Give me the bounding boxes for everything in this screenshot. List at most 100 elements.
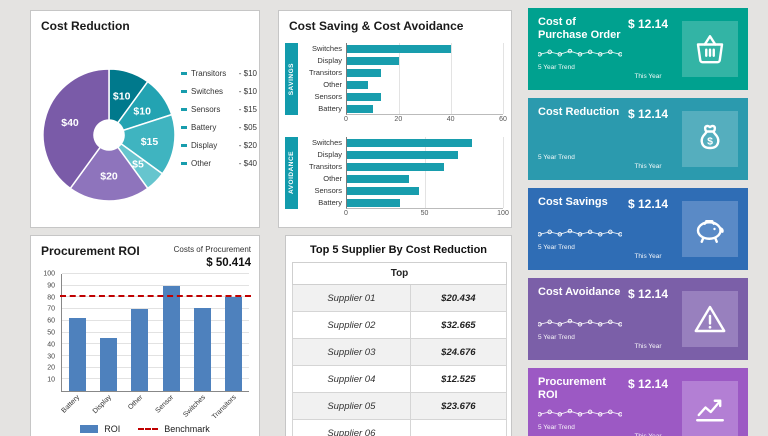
supplier-name: Supplier 02 bbox=[292, 311, 411, 339]
year-label: This Year bbox=[634, 163, 662, 170]
gridline bbox=[425, 137, 426, 208]
roi-bar-transitors[interactable] bbox=[224, 297, 242, 391]
supplier-row-supplier-05[interactable]: Supplier 05 $23.676 bbox=[292, 392, 508, 420]
gridline bbox=[62, 284, 249, 286]
trend-sparkline bbox=[538, 228, 622, 237]
legend-label: Transitors bbox=[191, 69, 227, 78]
kpi-amount: $ 12.14 bbox=[627, 197, 669, 211]
savings-bar-display[interactable] bbox=[347, 57, 399, 65]
roi-bar-other[interactable] bbox=[131, 309, 149, 391]
roi-bar-sensor[interactable] bbox=[162, 285, 180, 391]
cost-of-procurement-amount: $ 50.414 bbox=[206, 257, 251, 269]
savings-bar-sensors[interactable] bbox=[347, 93, 381, 101]
legend-bullet-icon bbox=[181, 126, 187, 129]
legend-item-switches: Switches - $10 bbox=[181, 87, 257, 96]
savings-x-axis: 0 20 40 60 bbox=[344, 115, 507, 126]
kpi-card-procurement-roi[interactable]: Procurement ROI 5 Year Trend $ 12.14 This Y… bbox=[528, 368, 748, 436]
trend-label: 5 Year Trend bbox=[538, 244, 575, 251]
supplier-row-supplier-04[interactable]: Supplier 04 $12.525 bbox=[292, 365, 508, 393]
y-axis-tick: 50 bbox=[47, 329, 55, 337]
gridline bbox=[503, 137, 504, 208]
savings-axis-label: SAVINGS bbox=[288, 62, 295, 96]
donut-value-label: $10 bbox=[113, 91, 131, 103]
x-axis-label-text: Battery bbox=[60, 394, 82, 415]
svg-text:$: $ bbox=[707, 136, 713, 148]
bar-row bbox=[347, 79, 503, 91]
top-suppliers-title: Top 5 Supplier By Cost Reduction bbox=[309, 244, 488, 256]
supplier-row-supplier-01[interactable]: Supplier 01 $20.434 bbox=[292, 284, 508, 312]
legend-value: - $10 bbox=[238, 69, 257, 78]
kpi-card-left: Cost Avoidance 5 Year Trend bbox=[538, 286, 622, 352]
donut-segment-display[interactable] bbox=[69, 146, 149, 202]
roi-bar-switches[interactable] bbox=[193, 307, 211, 391]
kpi-card-left: Procurement ROI 5 Year Trend bbox=[538, 376, 622, 436]
savings-bar-battery[interactable] bbox=[347, 105, 373, 113]
supplier-name: Supplier 03 bbox=[292, 338, 411, 366]
legend-item-sensors: Sensors - $15 bbox=[181, 105, 257, 114]
supplier-row-supplier-02[interactable]: Supplier 02 $32.665 bbox=[292, 311, 508, 339]
avoidance-bar-switches[interactable] bbox=[347, 139, 472, 147]
donut-value-label: $15 bbox=[141, 136, 159, 148]
donut-segment-sensors[interactable] bbox=[120, 113, 176, 175]
x-axis-label-text: Transitors bbox=[211, 394, 239, 421]
kpi-card-cost-of-purchase-order[interactable]: Cost of Purchase Order 5 Year Trend $ 12.1… bbox=[528, 8, 748, 90]
x-axis-label-text: Other bbox=[126, 394, 145, 412]
supplier-value: $24.676 bbox=[409, 338, 508, 366]
legend-value: - $05 bbox=[238, 123, 257, 132]
supplier-value: $20.434 bbox=[409, 284, 508, 312]
piggy-bank-icon bbox=[696, 220, 724, 243]
cost-reduction-donut-chart: $10$10 $15 $5 $20 $40 bbox=[42, 68, 176, 202]
basket-icon bbox=[696, 35, 724, 64]
legend-label: Sensors bbox=[191, 105, 221, 114]
bar-row bbox=[347, 43, 503, 55]
avoidance-bar-other[interactable] bbox=[347, 175, 410, 183]
kpi-amount: $ 12.14 bbox=[627, 377, 669, 391]
kpi-card-values: $ 12.14 This Year bbox=[622, 106, 674, 172]
bar-row bbox=[347, 173, 503, 185]
roi-bar-battery[interactable] bbox=[69, 318, 87, 391]
bar-row bbox=[347, 67, 503, 79]
icon-box bbox=[682, 291, 738, 347]
savings-bar-other[interactable] bbox=[347, 81, 368, 89]
x-axis-tick: 0 bbox=[344, 116, 348, 123]
money-bag-icon: $ bbox=[700, 124, 720, 150]
y-axis-tick: 40 bbox=[47, 341, 55, 349]
avoidance-bar-transitors[interactable] bbox=[347, 163, 444, 171]
savings-bar-switches[interactable] bbox=[347, 45, 451, 53]
panel-cost-saving-avoidance: Cost Saving & Cost Avoidance SAVINGS Swi… bbox=[278, 10, 512, 228]
trend-label: 5 Year Trend bbox=[538, 64, 575, 72]
supplier-row-supplier-03[interactable]: Supplier 03 $24.676 bbox=[292, 338, 508, 366]
legend-value: - $10 bbox=[238, 87, 257, 96]
cost-reduction-legend: Transitors - $10 Switches - $10 Sensors - $15… bbox=[181, 69, 257, 177]
roi-chart-legend: ROI Benchmark bbox=[31, 424, 259, 434]
kpi-card-cost-reduction[interactable]: Cost Reduction 5 Year Trend $ 12.14 This Ye… bbox=[528, 98, 748, 180]
gridline bbox=[503, 43, 504, 114]
roi-x-axis: Battery Display Other Sensor Switches Transit… bbox=[61, 394, 249, 428]
kpi-card-cost-avoidance[interactable]: Cost Avoidance 5 Year Trend $ 12.14 This Ye… bbox=[528, 278, 748, 360]
kpi-card-values: $ 12.14 This Year bbox=[622, 16, 674, 82]
category-label-battery: Battery bbox=[318, 198, 342, 207]
supplier-row-supplier-06[interactable]: Supplier 06 bbox=[292, 419, 508, 436]
avoidance-bar-display[interactable] bbox=[347, 151, 458, 159]
savings-bar-transitors[interactable] bbox=[347, 69, 381, 77]
category-label-other: Other bbox=[323, 174, 342, 183]
x-axis-label-text: Sensor bbox=[154, 394, 176, 415]
cost-saving-avoidance-title: Cost Saving & Cost Avoidance bbox=[289, 19, 464, 33]
gridline bbox=[62, 319, 249, 321]
donut-segment-other[interactable] bbox=[42, 68, 110, 190]
bar-row bbox=[347, 55, 503, 67]
kpi-card-cost-savings[interactable]: Cost Savings 5 Year Trend $ 12.14 This Year bbox=[528, 188, 748, 270]
trend-sparkline bbox=[538, 318, 622, 327]
category-label-switches: Switches bbox=[311, 138, 342, 147]
savings-category-labels: Switches Display Transitors Other Sensors Bat… bbox=[298, 43, 346, 126]
icon-box bbox=[682, 201, 738, 257]
kpi-cards-column: Cost of Purchase Order 5 Year Trend $ 12.1… bbox=[528, 8, 748, 436]
roi-legend-label: ROI bbox=[104, 424, 121, 434]
avoidance-bar-sensors[interactable] bbox=[347, 187, 419, 195]
kpi-card-left: Cost Reduction 5 Year Trend bbox=[538, 106, 622, 172]
panel-procurement-roi: Procurement ROI Costs of Procurement $ 5… bbox=[30, 235, 260, 436]
avoidance-bar-battery[interactable] bbox=[347, 199, 401, 207]
gridline bbox=[62, 308, 249, 310]
roi-bar-display[interactable] bbox=[100, 338, 118, 391]
category-label-display: Display bbox=[317, 56, 342, 65]
